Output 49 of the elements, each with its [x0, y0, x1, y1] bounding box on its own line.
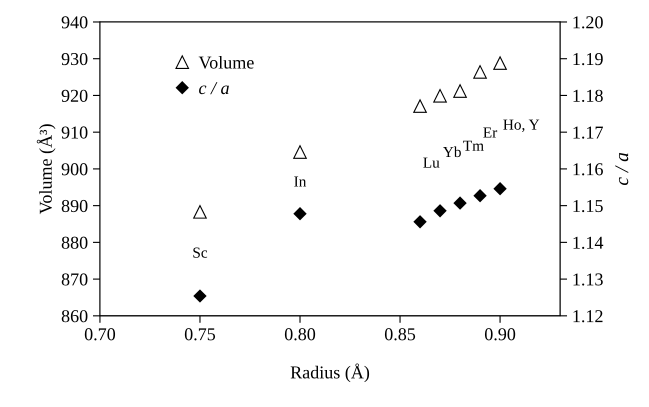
y2-tick-label: 1.15	[573, 200, 603, 212]
y-axis-title: Volume (Å³)	[36, 124, 56, 214]
x-tick-label: 0.90	[484, 328, 516, 340]
x-tick-label: 0.70	[84, 328, 116, 340]
annotation: In	[294, 176, 306, 187]
y2-tick-label: 1.16	[573, 163, 603, 176]
annotation: Ho, Y	[503, 120, 540, 132]
point	[494, 182, 507, 196]
y-tick-label: 860	[62, 310, 88, 322]
point	[294, 207, 306, 220]
legend-label: c / a	[199, 82, 229, 94]
y2-tick-label: 1.19	[573, 53, 603, 66]
point	[474, 189, 487, 202]
x-tick-label: 0.80	[284, 328, 316, 340]
point	[193, 205, 207, 219]
point	[414, 215, 426, 228]
point	[413, 99, 427, 113]
y-tick-label: 940	[62, 16, 88, 28]
point	[493, 56, 507, 70]
point	[293, 145, 307, 159]
y2-tick-label: 1.13	[573, 273, 603, 286]
y2-tick-label: 1.17	[573, 126, 603, 139]
y2-tick-label: 1.20	[573, 16, 603, 28]
annotation: Sc	[193, 247, 208, 258]
point	[194, 290, 206, 302]
y-tick-label: 890	[62, 200, 88, 212]
x-axis-title: Radius (Å)	[290, 363, 370, 382]
y2-tick-label: 1.14	[573, 236, 604, 249]
point	[473, 65, 487, 79]
annotation: Yb	[443, 146, 461, 158]
annotation: Er	[483, 127, 498, 138]
y-tick-label: 880	[62, 236, 88, 249]
y-tick-label: 930	[62, 52, 88, 66]
y-tick-label: 910	[62, 126, 88, 139]
point	[434, 204, 446, 218]
y-tick-label: 870	[62, 273, 88, 286]
annotation: Tm	[463, 140, 484, 151]
point	[433, 89, 447, 103]
point	[453, 84, 467, 98]
y2-tick-label: 1.12	[573, 310, 602, 322]
point	[454, 196, 467, 210]
annotation: Lu	[423, 158, 440, 168]
legend-label: Volume	[198, 56, 254, 69]
y2-axis-title: c / a	[615, 152, 628, 186]
y-tick-label: 900	[62, 163, 88, 176]
x-tick-label: 0.85	[384, 328, 416, 340]
y-tick-label: 920	[62, 90, 88, 102]
y2-tick-label: 1.18	[573, 90, 603, 102]
x-tick-label: 0.75	[184, 328, 216, 340]
